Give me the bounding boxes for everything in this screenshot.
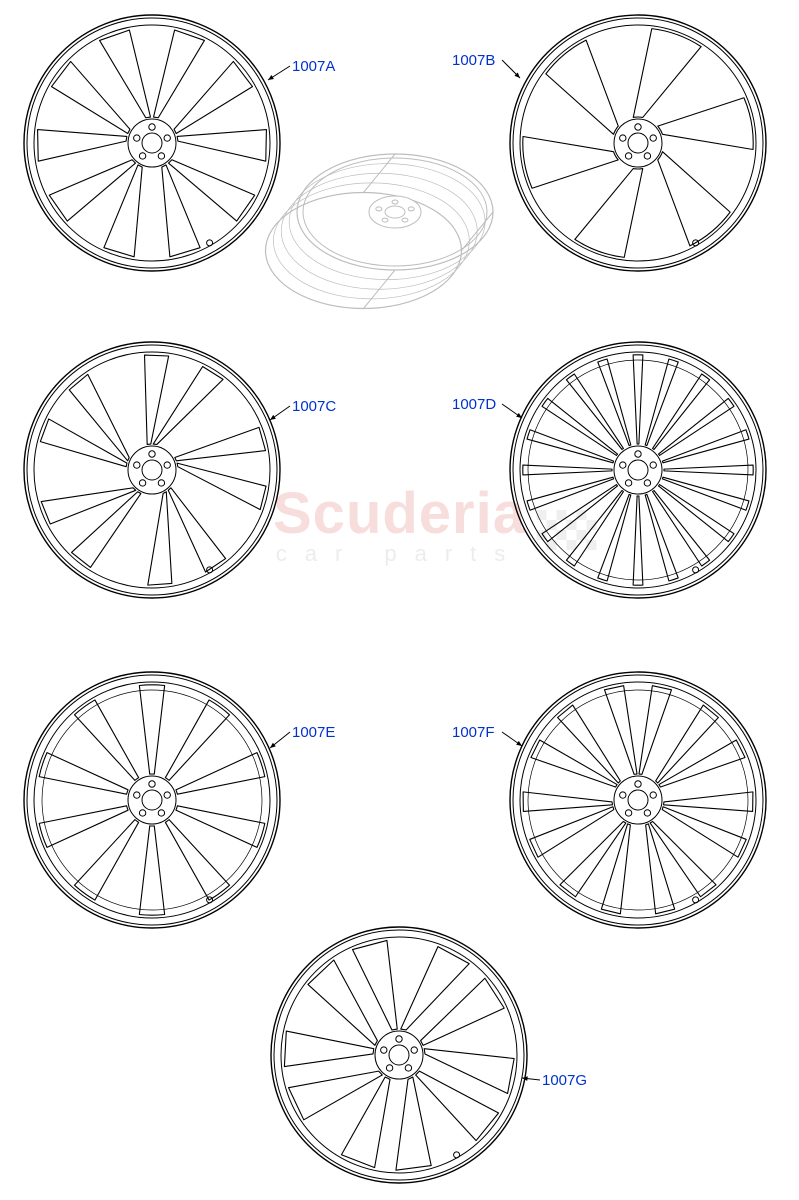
wheel-E <box>24 672 280 928</box>
callout-label-G: 1007G <box>542 1072 587 1089</box>
wheel-G <box>271 927 527 1183</box>
wheel-diagram <box>0 0 799 1200</box>
wheel-3d-perspective <box>266 154 494 309</box>
wheel-D <box>510 342 766 598</box>
wheel-A <box>24 15 280 271</box>
callout-label-D: 1007D <box>452 396 496 413</box>
callout-label-B: 1007B <box>452 52 495 69</box>
callout-label-E: 1007E <box>292 724 335 741</box>
wheel-B <box>510 15 766 271</box>
callout-label-A: 1007A <box>292 58 335 75</box>
wheel-F <box>510 672 766 928</box>
wheel-C <box>24 342 280 598</box>
callout-label-F: 1007F <box>452 724 495 741</box>
callout-label-C: 1007C <box>292 398 336 415</box>
